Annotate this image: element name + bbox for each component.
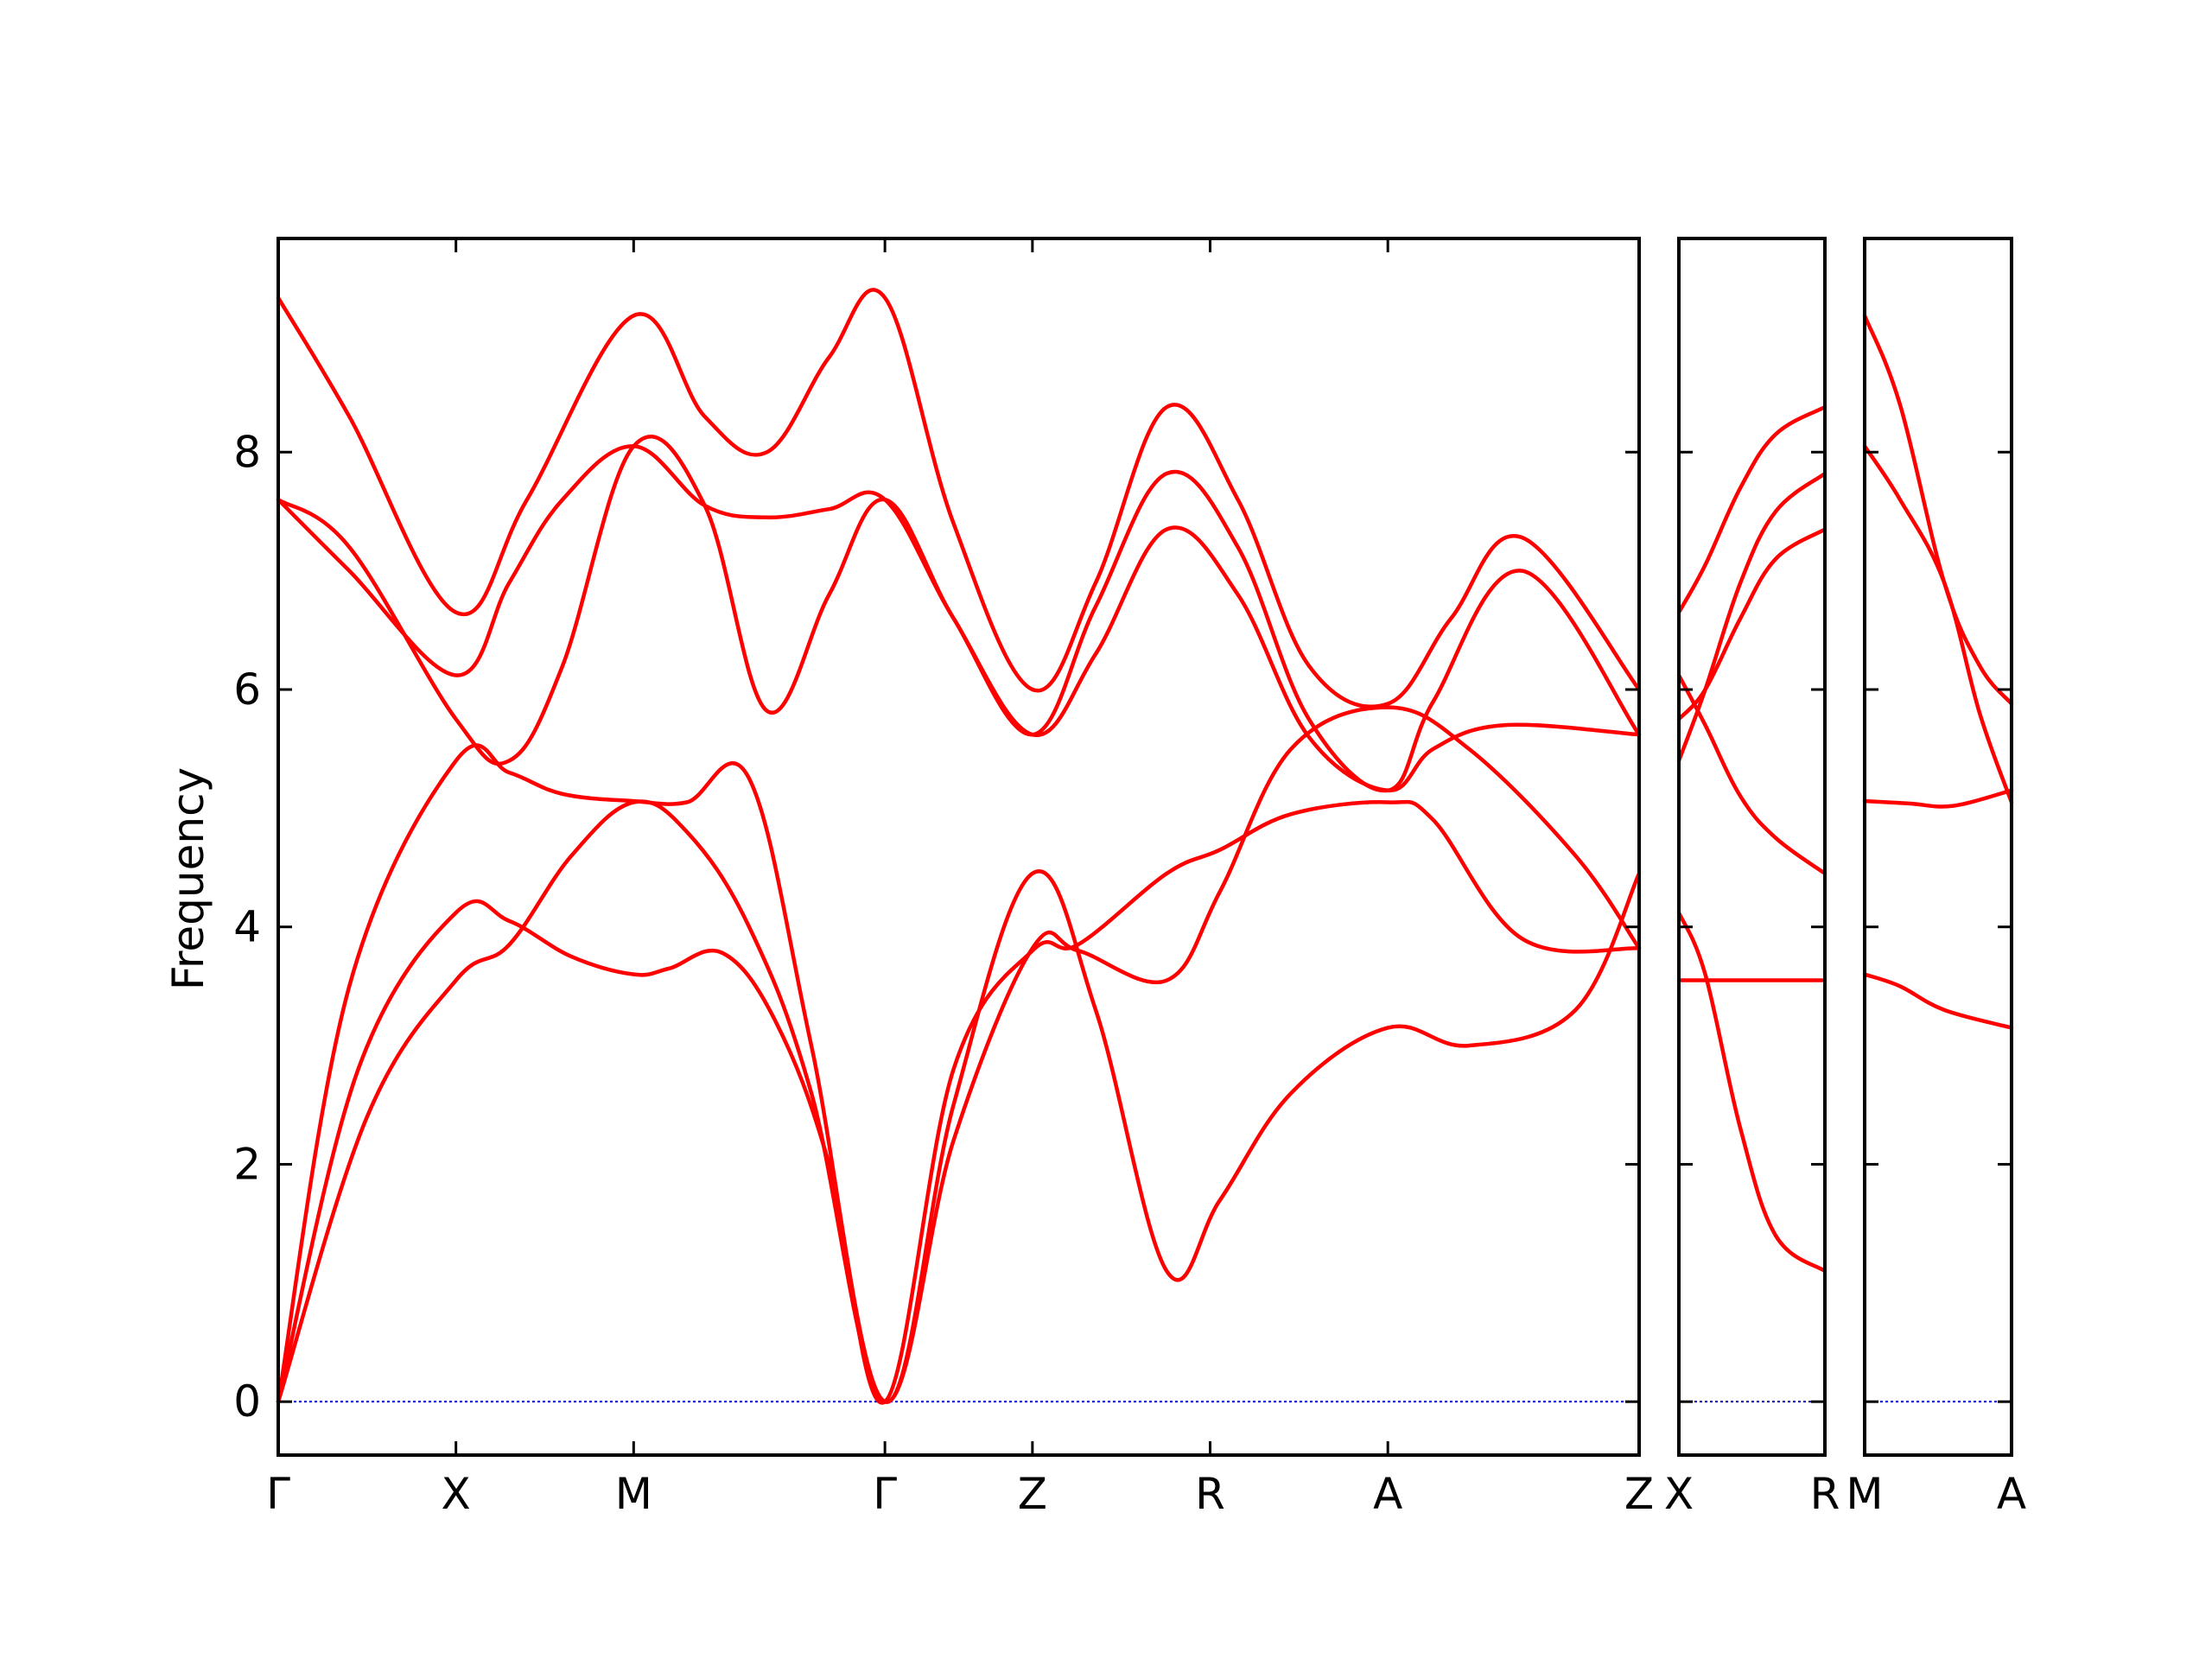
band-2 [1862,788,2014,809]
x-tick-label: R [1195,1469,1225,1519]
x-tick-label: R [1810,1469,1840,1519]
x-tick-label: M [615,1469,652,1519]
band-3 [1676,673,1827,876]
x-tick-label: Γ [873,1469,897,1519]
band-3 [1862,444,2014,804]
panel-1: 0 2 4 6 8 Γ X M Γ Z R A Z [233,237,1654,1519]
band-4 [1676,527,1827,721]
band-3 [276,743,1642,1404]
y-tick-label: 6 [233,664,261,715]
panel-frame [1863,237,2013,1457]
panel-frame [276,237,1641,1457]
y-tick-label: 8 [233,427,261,477]
x-tick-label: M [1846,1469,1883,1519]
band-5 [276,444,1642,793]
band-4 [276,435,1642,793]
x-tick-label: Z [1624,1469,1654,1519]
y-tick-label: 4 [233,902,261,952]
panel-frame [1677,237,1827,1457]
x-tick-label: A [1373,1469,1402,1519]
band-1 [1676,910,1827,1274]
x-tick-label: Z [1018,1469,1047,1519]
band-6 [1676,404,1827,614]
y-tick-label: 2 [233,1139,261,1189]
x-tick-label: Γ [266,1469,290,1519]
x-tick-label: A [1997,1469,2026,1519]
band-6 [276,288,1642,709]
band-4 [1862,314,2014,706]
y-tick-label: 0 [233,1376,261,1427]
band-2 [276,799,1642,1405]
band-5 [1676,471,1827,763]
x-tick-label: X [1664,1469,1694,1519]
band-1 [1862,972,2014,1030]
y-axis-label: Frequency [163,767,213,990]
x-tick-label: X [442,1469,471,1519]
